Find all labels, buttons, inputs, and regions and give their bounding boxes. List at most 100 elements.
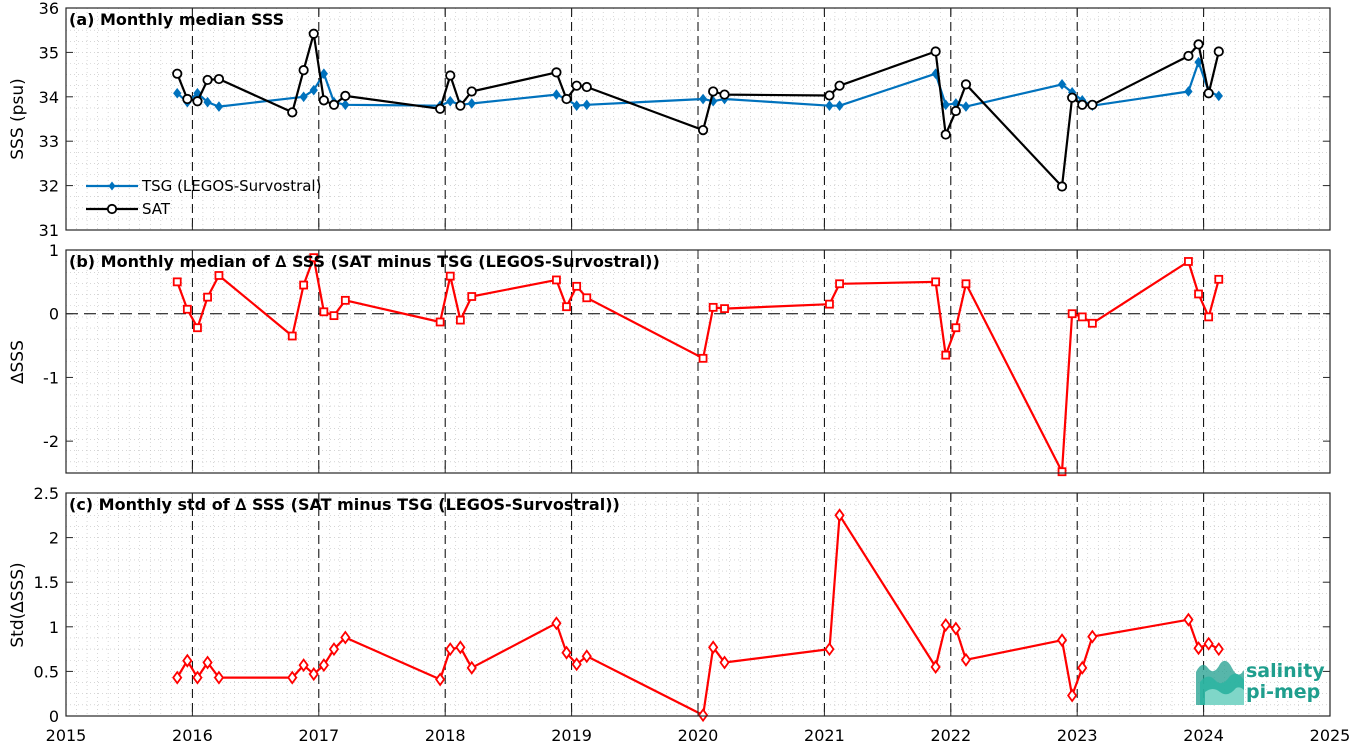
data-point: [930, 659, 941, 674]
data-point: [455, 315, 465, 325]
data-point: [202, 74, 213, 86]
data-point: [697, 125, 709, 136]
data-point: [1183, 50, 1194, 62]
data-point: [445, 70, 456, 81]
y-tick-label: 2.5: [34, 484, 59, 503]
x-tick-marks: [65, 250, 1331, 473]
x-tick-marks: [65, 8, 1331, 230]
data-point: [581, 81, 592, 93]
logo-text-salinity: salinity: [1246, 660, 1325, 682]
data-point: [328, 642, 340, 657]
data-point: [582, 293, 592, 303]
data-point: [1067, 92, 1078, 103]
data-point: [824, 90, 835, 101]
data-point: [1077, 312, 1087, 322]
data-point: [719, 89, 730, 100]
y-tick-label: 32: [39, 177, 59, 196]
logo-mark-icon: [1196, 660, 1244, 705]
data-point: [298, 65, 309, 76]
data-point: [551, 67, 562, 78]
data-point: [1056, 633, 1068, 648]
data-point: [552, 89, 561, 100]
data-point: [1214, 274, 1224, 284]
data-point: [697, 708, 709, 723]
data-point: [835, 100, 844, 111]
data-point: [572, 100, 581, 111]
data-point: [445, 271, 455, 281]
legend-label: TSG (LEGOS-Survostral): [141, 177, 321, 195]
data-point: [1193, 641, 1204, 656]
data-point: [299, 280, 309, 290]
data-point: [571, 657, 582, 672]
legend-marker: [106, 203, 118, 215]
data-point: [298, 658, 309, 673]
data-point: [582, 99, 591, 111]
data-point: [309, 84, 318, 96]
data-point: [561, 93, 572, 105]
data-point: [466, 86, 477, 97]
data-point: [960, 79, 972, 90]
data-point: [824, 642, 835, 657]
data-point: [940, 129, 951, 140]
data-point: [202, 655, 213, 670]
data-point: [720, 304, 729, 314]
data-point: [1067, 688, 1078, 703]
data-point: [719, 655, 730, 670]
data-point: [467, 98, 476, 109]
y-tick-label: 33: [39, 132, 59, 151]
salinity-pimep-logo: salinity pi-mep: [1196, 660, 1325, 705]
data-point: [834, 508, 845, 523]
data-point: [203, 96, 212, 108]
x-tick-label: 2020: [678, 726, 719, 745]
data-point: [562, 302, 571, 312]
data-point: [287, 670, 298, 685]
data-point: [940, 617, 951, 633]
data-point: [708, 640, 719, 655]
data-point: [825, 100, 834, 111]
data-point: [698, 353, 708, 363]
data-point: [341, 99, 350, 111]
data-point: [214, 271, 224, 280]
data-point: [951, 323, 961, 333]
panel-a-sss: 31 32 33 34 35 36 SSS (psu) (a) Monthly median …: [8, 0, 1331, 240]
x-tick-label: 2019: [551, 726, 592, 745]
data-point: [340, 630, 351, 645]
x-tick-marks: [65, 493, 1331, 716]
data-point: [1203, 88, 1214, 99]
y-tick-label: -1: [43, 368, 59, 387]
y-tick-label: 0: [49, 305, 59, 324]
data-point: [708, 86, 719, 97]
data-point: [1193, 39, 1204, 50]
legend-marker: [108, 181, 116, 191]
data-point: [1214, 90, 1223, 102]
x-tick-label: 2021: [804, 726, 845, 745]
data-point: [173, 87, 182, 99]
y-tick-label: 2: [49, 529, 59, 548]
data-point: [1087, 318, 1097, 328]
data-point: [1087, 629, 1098, 644]
data-point: [950, 621, 961, 636]
data-point: [318, 658, 329, 673]
legend-item: SAT: [86, 200, 171, 218]
data-point: [941, 350, 951, 360]
data-point: [1184, 86, 1193, 97]
x-tick-label: 2015: [46, 726, 87, 745]
x-axis-tick-labels: 2015 2016 2017 2018 2019 2020 2021 2022 2023 2024…: [46, 726, 1351, 745]
x-tick-label: 2017: [298, 726, 339, 745]
data-point: [435, 103, 446, 114]
minor-grid-vertical: [76, 8, 1320, 230]
data-point: [309, 253, 319, 263]
data-point: [203, 292, 212, 302]
y-tick-label: 34: [39, 88, 59, 107]
data-point: [1184, 257, 1193, 266]
legend-label: SAT: [142, 200, 171, 218]
data-point: [572, 281, 582, 291]
data-point: [192, 670, 203, 685]
data-point: [1056, 181, 1068, 192]
data-point: [318, 95, 329, 106]
data-point: [961, 279, 971, 289]
data-point: [467, 292, 477, 301]
y-axis-ticks: 31 32 33 34 35 36: [39, 0, 1330, 240]
y-tick-label: 1.5: [34, 573, 59, 592]
